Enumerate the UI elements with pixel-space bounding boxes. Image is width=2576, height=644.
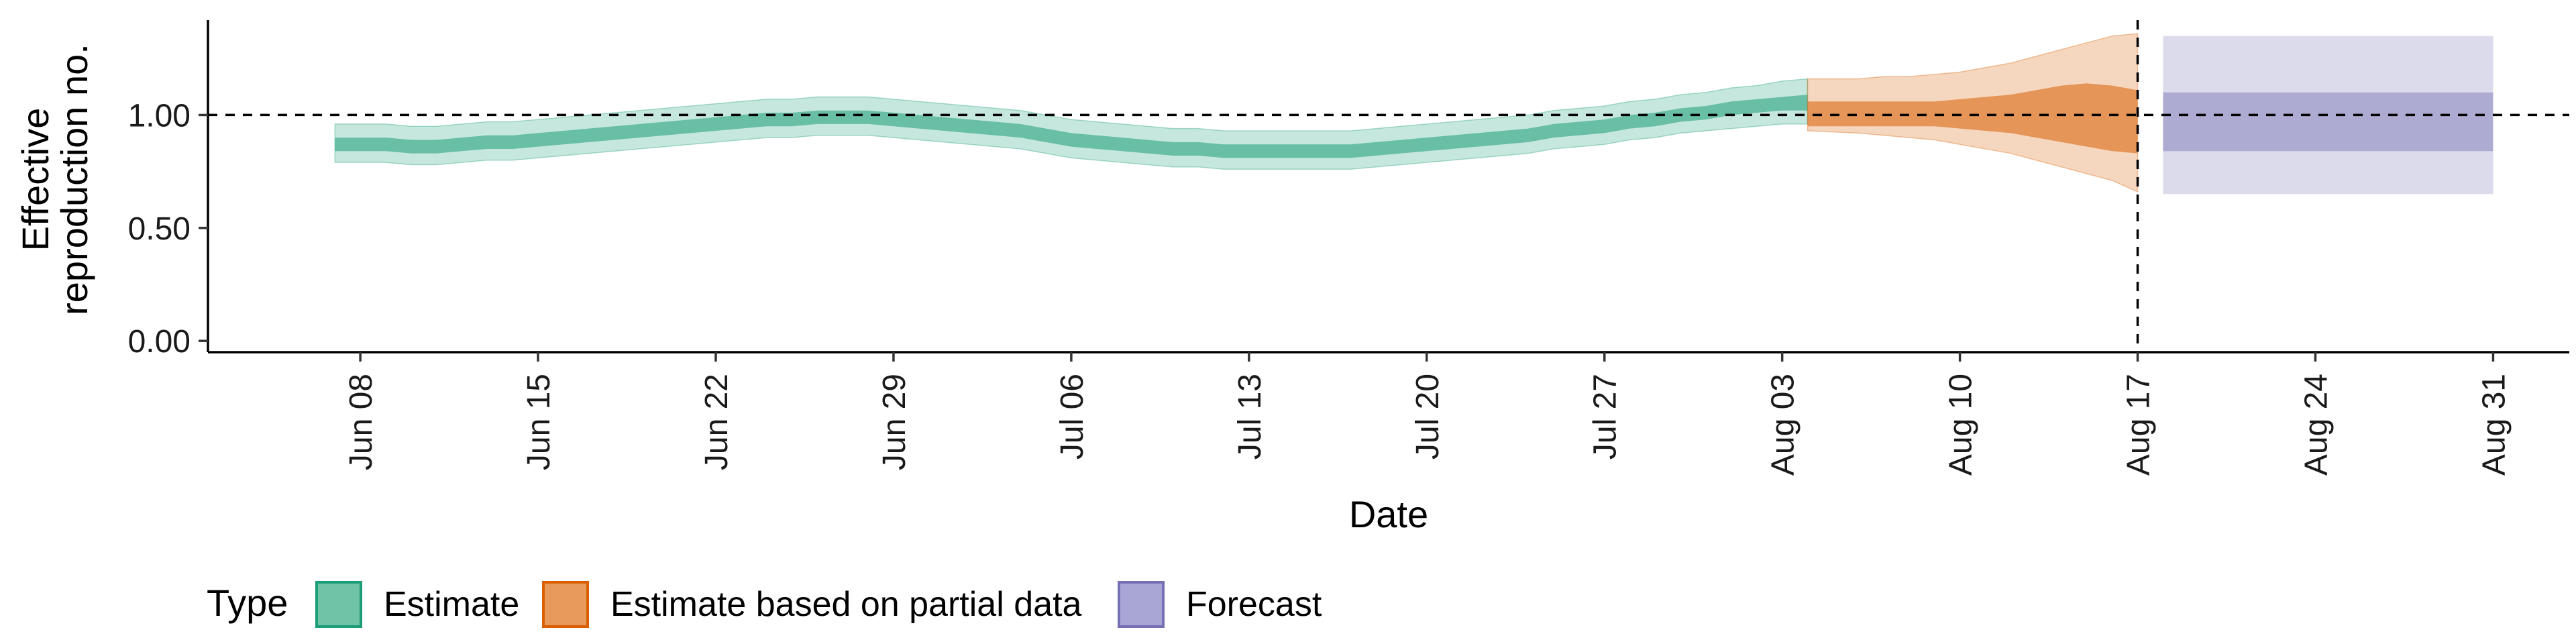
x-tick-label: Jun 22 bbox=[699, 374, 735, 470]
estimate-based-on-partial-data-50-interval bbox=[1807, 83, 2138, 154]
legend-label: Forecast bbox=[1186, 585, 1322, 624]
estimate-band bbox=[334, 78, 1809, 170]
y-tick-label: 1.00 bbox=[128, 98, 191, 133]
x-tick-label: Aug 10 bbox=[1943, 374, 1979, 476]
x-tick-label: Jul 27 bbox=[1588, 374, 1623, 460]
axes bbox=[199, 20, 2569, 362]
estimate-50-interval bbox=[335, 95, 1808, 158]
x-tick-label: Jul 13 bbox=[1232, 374, 1268, 460]
x-tick-label: Jun 29 bbox=[877, 374, 912, 470]
x-tick-label: Jun 08 bbox=[343, 374, 379, 470]
y-axis-title-line: reproduction no. bbox=[53, 44, 95, 315]
estimate-based-on-partial-data-band bbox=[1807, 33, 2139, 193]
legend-label: Estimate bbox=[384, 585, 519, 624]
legend-swatch bbox=[542, 581, 589, 628]
x-tick-label: Aug 03 bbox=[1766, 374, 1801, 476]
y-tick-label: 0.50 bbox=[128, 211, 191, 247]
y-axis-title-line: Effective bbox=[14, 108, 56, 252]
tick-labels: 0.00 0.50 1.00 Jun 08 Jun 15 Jun 22 Jun 29 Jul … bbox=[128, 98, 2512, 476]
legend-swatch bbox=[315, 581, 362, 628]
legend-swatch bbox=[1118, 581, 1165, 628]
y-tick-label: 0.00 bbox=[128, 324, 191, 360]
x-tick-label: Jun 15 bbox=[521, 374, 557, 470]
x-tick-label: Aug 24 bbox=[2299, 374, 2334, 476]
legend-title: Type bbox=[207, 582, 288, 624]
x-tick-label: Jul 20 bbox=[1410, 374, 1446, 460]
x-tick-label: Aug 31 bbox=[2476, 374, 2512, 476]
x-tick-label: Jul 06 bbox=[1055, 374, 1090, 460]
reference-lines bbox=[208, 20, 2569, 352]
forecast-50-interval bbox=[2163, 92, 2493, 152]
x-axis-title: Date bbox=[1349, 493, 1428, 535]
legend: Type Estimate Estimate based on partial da… bbox=[207, 581, 1322, 628]
x-tick-label: Aug 17 bbox=[2121, 374, 2157, 476]
legend-label: Estimate based on partial data bbox=[610, 585, 1082, 624]
